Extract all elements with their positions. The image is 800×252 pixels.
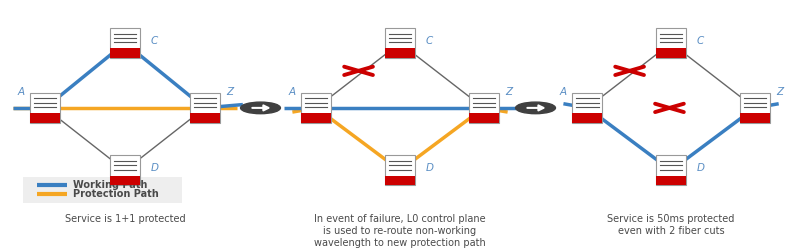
Circle shape [241, 102, 281, 114]
FancyBboxPatch shape [301, 93, 331, 123]
FancyBboxPatch shape [190, 93, 220, 123]
Text: Working Path: Working Path [73, 180, 147, 190]
Text: In event of failure, L0 control plane
is used to re-route non-working
wavelength: In event of failure, L0 control plane is… [314, 214, 486, 248]
FancyBboxPatch shape [385, 28, 415, 58]
FancyBboxPatch shape [740, 113, 770, 123]
Text: D: D [150, 163, 158, 173]
Text: D: D [697, 163, 705, 173]
FancyBboxPatch shape [656, 28, 686, 58]
Text: Service is 1+1 protected: Service is 1+1 protected [65, 214, 186, 225]
FancyBboxPatch shape [110, 28, 140, 58]
FancyBboxPatch shape [385, 155, 415, 185]
FancyBboxPatch shape [190, 113, 220, 123]
FancyBboxPatch shape [572, 113, 602, 123]
Text: A: A [560, 87, 567, 97]
FancyBboxPatch shape [385, 48, 415, 58]
FancyBboxPatch shape [30, 113, 60, 123]
Text: Z: Z [226, 87, 234, 97]
Text: C: C [426, 36, 433, 46]
Text: A: A [289, 87, 296, 97]
Text: C: C [150, 36, 158, 46]
FancyBboxPatch shape [30, 93, 60, 123]
Text: Protection Path: Protection Path [73, 188, 159, 199]
Text: Z: Z [777, 87, 784, 97]
FancyBboxPatch shape [110, 155, 140, 185]
FancyBboxPatch shape [301, 113, 331, 123]
Text: D: D [426, 163, 434, 173]
FancyBboxPatch shape [23, 177, 182, 203]
FancyBboxPatch shape [572, 93, 602, 123]
Text: C: C [697, 36, 704, 46]
FancyBboxPatch shape [469, 93, 499, 123]
FancyBboxPatch shape [469, 113, 499, 123]
FancyBboxPatch shape [110, 48, 140, 58]
FancyBboxPatch shape [656, 155, 686, 185]
Text: Service is 50ms protected
even with 2 fiber cuts: Service is 50ms protected even with 2 fi… [607, 214, 734, 236]
FancyBboxPatch shape [740, 93, 770, 123]
Text: Z: Z [506, 87, 513, 97]
FancyBboxPatch shape [656, 48, 686, 58]
Text: A: A [18, 87, 25, 97]
FancyBboxPatch shape [110, 176, 140, 185]
FancyBboxPatch shape [385, 176, 415, 185]
FancyBboxPatch shape [656, 176, 686, 185]
Circle shape [515, 102, 555, 114]
